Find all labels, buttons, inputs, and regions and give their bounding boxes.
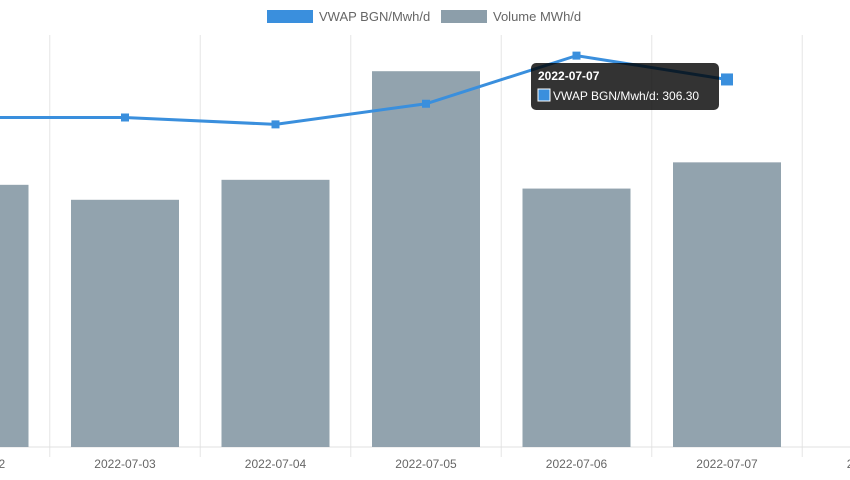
x-tick-label: 2022-07-05 — [395, 457, 457, 471]
legend-swatch-vwap[interactable] — [267, 10, 313, 23]
vwap-series-line — [0, 54, 728, 126]
x-axis: 2022-07-02 2022-07-03 2022-07-04 2022-07-05… — [0, 457, 850, 471]
x-tick-label: 2022-07-04 — [245, 457, 307, 471]
tooltip-title: 2022-07-07 — [538, 69, 600, 83]
vwap-line — [0, 51, 733, 129]
x-tick-label: 2022-07-02 — [0, 457, 6, 471]
vwap-point[interactable] — [572, 51, 581, 60]
bar-volume[interactable] — [221, 179, 330, 447]
bar-volume[interactable] — [0, 184, 29, 447]
vwap-point[interactable] — [422, 99, 430, 108]
volume-bars — [0, 71, 781, 448]
x-tick-label: 2022-07-06 — [546, 457, 608, 471]
vwap-point[interactable] — [721, 73, 733, 86]
bar-volume[interactable] — [673, 162, 781, 447]
tooltip-label: VWAP BGN/Mwh/d: 306.30 — [553, 89, 699, 103]
legend-label-volume[interactable]: Volume MWh/d — [493, 9, 581, 24]
legend-swatch-volume[interactable] — [441, 10, 487, 23]
vwap-point[interactable] — [271, 120, 280, 129]
x-tick-label: 2022-07-08 — [847, 457, 850, 471]
x-tick-label: 2022-07-07 — [696, 457, 758, 471]
bar-volume[interactable] — [522, 188, 631, 447]
tooltip-swatch — [537, 88, 551, 102]
vwap-point[interactable] — [121, 113, 129, 122]
tooltip: 2022-07-07 VWAP BGN/Mwh/d: 306.30 — [531, 63, 719, 110]
tooltip-box — [531, 63, 719, 110]
bar-volume[interactable] — [372, 71, 480, 448]
legend[interactable]: VWAP BGN/Mwh/d Volume MWh/d — [267, 9, 581, 24]
bar-volume[interactable] — [71, 199, 179, 447]
x-tick-label: 2022-07-03 — [94, 457, 156, 471]
legend-label-vwap[interactable]: VWAP BGN/Mwh/d — [319, 9, 430, 24]
